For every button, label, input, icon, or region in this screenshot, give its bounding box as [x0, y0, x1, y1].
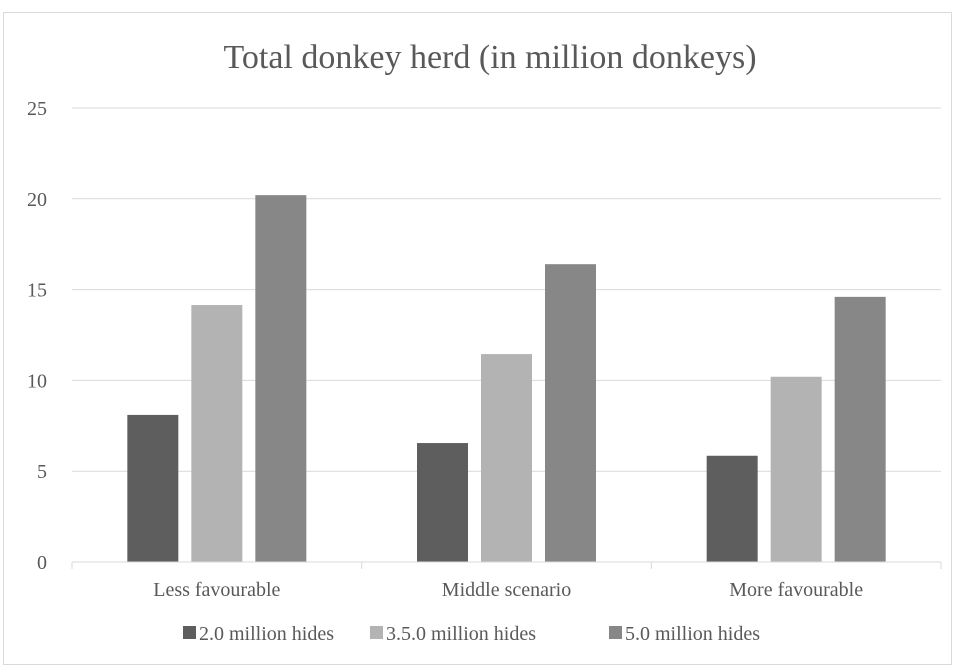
bars — [127, 195, 886, 562]
legend-swatch — [183, 626, 196, 639]
y-tick-label: 25 — [27, 98, 47, 120]
y-tick-label: 5 — [37, 461, 47, 483]
legend-label: 3.5.0 million hides — [386, 623, 536, 645]
bar — [706, 455, 758, 562]
x-category-label: More favourable — [729, 579, 863, 601]
legend: 2.0 million hides 3.5.0 million hides 5.0 … — [183, 623, 760, 645]
x-axis: Less favourable Middle scenario More favou… — [71, 561, 942, 601]
chart-title: Total donkey herd (in million donkeys) — [223, 39, 756, 76]
y-tick-label: 10 — [27, 370, 47, 392]
bar — [127, 414, 179, 562]
bar — [481, 354, 532, 562]
y-axis-ticks: 0 5 10 15 20 25 — [27, 98, 47, 574]
bar — [417, 443, 468, 562]
legend-label: 2.0 million hides — [199, 623, 334, 645]
bar — [834, 296, 886, 562]
legend-swatch — [370, 626, 383, 639]
bar — [191, 305, 243, 562]
legend-swatch — [609, 626, 622, 639]
y-tick-label: 20 — [27, 189, 47, 211]
bar — [770, 376, 822, 562]
x-category-label: Middle scenario — [442, 579, 571, 601]
y-tick-label: 15 — [27, 280, 47, 302]
bar — [255, 195, 307, 562]
x-category-label: Less favourable — [153, 579, 280, 601]
bar — [545, 264, 596, 562]
legend-label: 5.0 million hides — [625, 623, 760, 645]
y-tick-label: 0 — [37, 552, 47, 574]
